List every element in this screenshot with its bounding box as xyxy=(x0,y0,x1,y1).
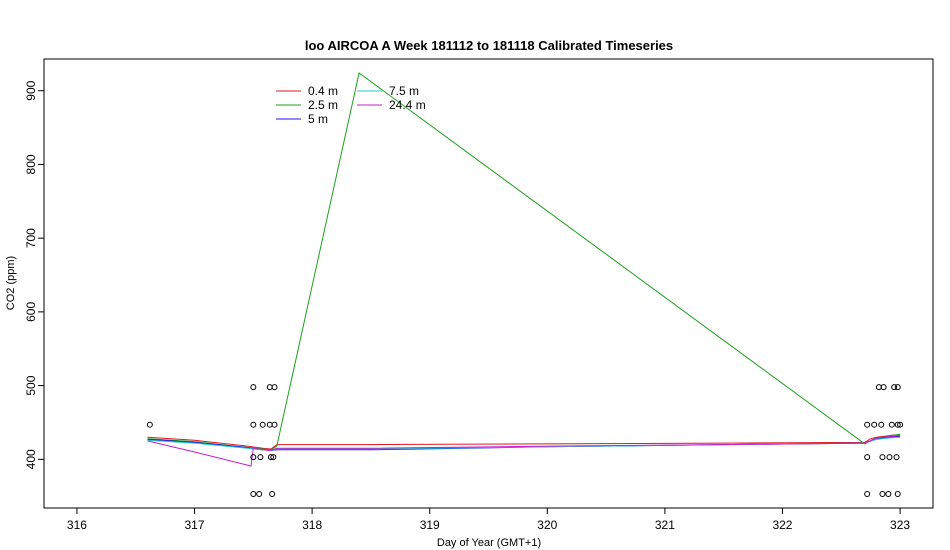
data-point xyxy=(888,421,895,428)
data-point xyxy=(271,421,278,428)
plot-frame xyxy=(43,58,934,509)
data-point xyxy=(250,421,257,428)
data-point xyxy=(864,490,871,497)
data-point xyxy=(271,384,278,391)
x-tick-label: 322 xyxy=(772,518,792,532)
legend-label: 24.4 m xyxy=(389,98,426,112)
legend-label: 5 m xyxy=(308,112,328,126)
x-tick-label: 316 xyxy=(67,518,87,532)
x-axis: 316 317 318 319 320 321 322 323 xyxy=(67,508,910,532)
data-point xyxy=(879,490,886,497)
legend-label: 2.5 m xyxy=(308,98,338,112)
data-points xyxy=(146,384,904,497)
data-point xyxy=(886,454,893,461)
series-line-5-m xyxy=(147,436,901,452)
x-tick-label: 319 xyxy=(420,518,440,532)
data-point xyxy=(146,421,153,428)
y-tick-label: 800 xyxy=(24,154,38,174)
data-point xyxy=(257,454,264,461)
data-point xyxy=(880,384,887,391)
data-point xyxy=(269,490,276,497)
data-point xyxy=(864,421,871,428)
data-point xyxy=(894,421,901,428)
x-tick-label: 323 xyxy=(890,518,910,532)
series-line-7-5-m xyxy=(147,436,901,452)
y-tick-label: 700 xyxy=(24,228,38,248)
x-tick-label: 317 xyxy=(185,518,205,532)
data-point xyxy=(885,490,892,497)
legend: 0.4 m2.5 m5 m 7.5 m24.4 m xyxy=(276,84,426,126)
data-point xyxy=(267,454,274,461)
data-point xyxy=(250,490,257,497)
data-point xyxy=(270,454,277,461)
x-tick-label: 318 xyxy=(302,518,322,532)
data-point xyxy=(871,421,878,428)
data-point xyxy=(891,384,898,391)
data-point xyxy=(878,421,885,428)
series-line-0-4-m xyxy=(147,434,901,450)
x-tick-label: 321 xyxy=(655,518,675,532)
legend-label: 7.5 m xyxy=(389,84,419,98)
data-point xyxy=(256,490,263,497)
series-lines xyxy=(147,72,901,467)
data-point xyxy=(894,490,901,497)
y-axis: 400 500 600 700 800 900 xyxy=(24,80,44,469)
data-point xyxy=(893,454,900,461)
data-point xyxy=(864,454,871,461)
data-point xyxy=(894,384,901,391)
series-line-2-5-m xyxy=(147,72,901,451)
y-tick-label: 900 xyxy=(24,80,38,100)
data-point xyxy=(250,384,257,391)
y-axis-label: CO2 (ppm) xyxy=(5,256,17,310)
data-point xyxy=(879,454,886,461)
data-point xyxy=(897,421,904,428)
legend-label: 0.4 m xyxy=(308,84,338,98)
x-axis-label: Day of Year (GMT+1) xyxy=(437,537,541,549)
data-point xyxy=(259,421,266,428)
chart-title: loo AIRCOA A Week 181112 to 181118 Calib… xyxy=(305,38,673,53)
data-point xyxy=(250,454,257,461)
y-tick-label: 500 xyxy=(24,375,38,395)
series-line-24-4-m xyxy=(147,435,901,467)
y-tick-label: 600 xyxy=(24,302,38,322)
y-tick-label: 400 xyxy=(24,449,38,469)
x-tick-label: 320 xyxy=(537,518,557,532)
